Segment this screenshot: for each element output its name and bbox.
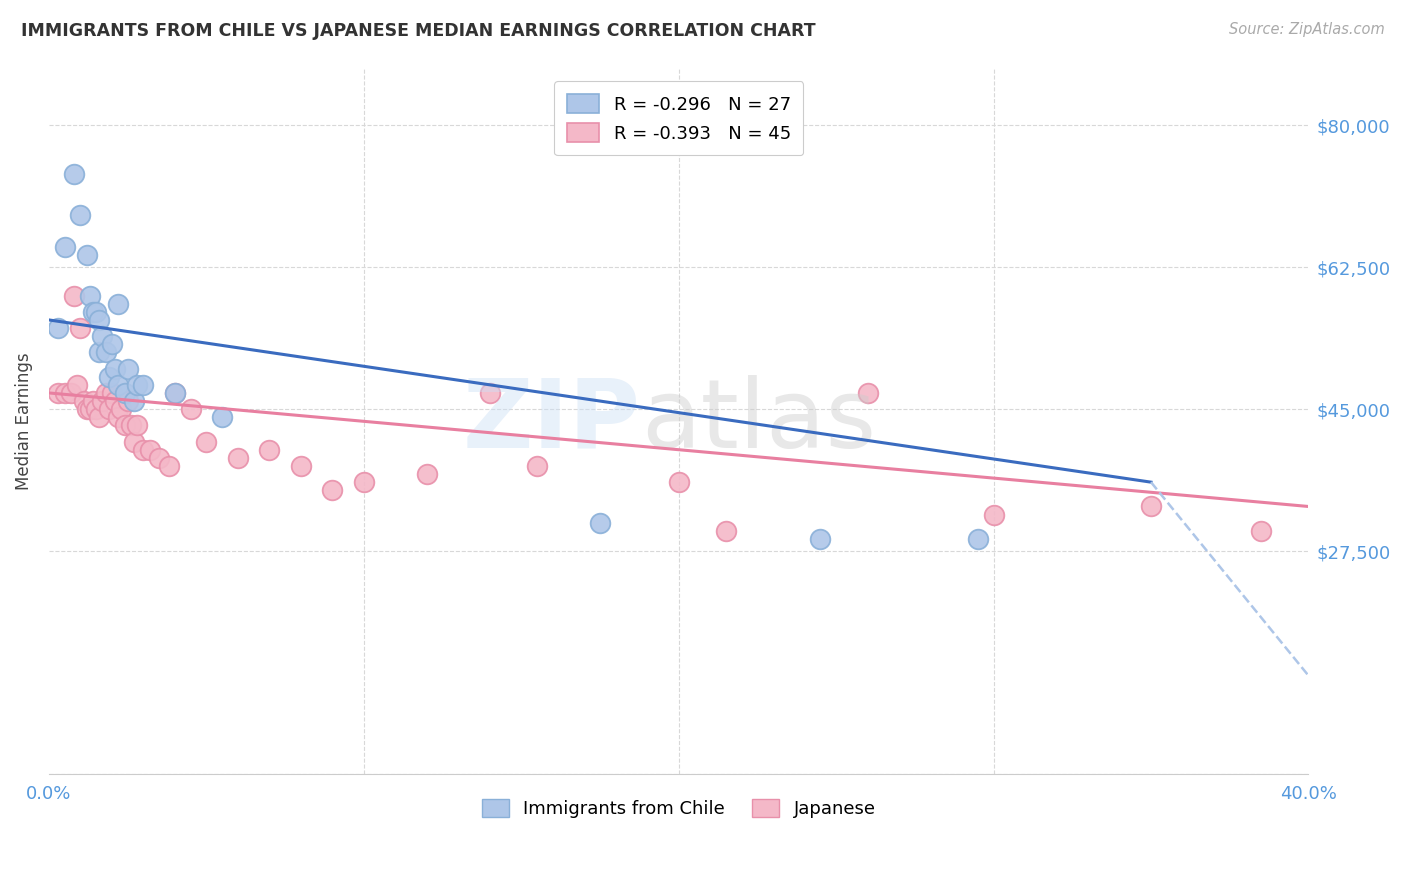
Point	[104, 361, 127, 376]
Point	[89, 345, 111, 359]
Text: ZIP: ZIP	[463, 375, 641, 467]
Point	[76, 248, 98, 262]
Point	[94, 386, 117, 401]
Point	[714, 524, 737, 538]
Point	[89, 313, 111, 327]
Point	[127, 377, 149, 392]
Point	[76, 402, 98, 417]
Point	[60, 386, 83, 401]
Point	[117, 361, 139, 376]
Point	[63, 288, 86, 302]
Point	[478, 386, 501, 401]
Point	[84, 305, 107, 319]
Legend: Immigrants from Chile, Japanese: Immigrants from Chile, Japanese	[475, 791, 883, 825]
Text: IMMIGRANTS FROM CHILE VS JAPANESE MEDIAN EARNINGS CORRELATION CHART: IMMIGRANTS FROM CHILE VS JAPANESE MEDIAN…	[21, 22, 815, 40]
Point	[122, 394, 145, 409]
Point	[259, 442, 281, 457]
Point	[1250, 524, 1272, 538]
Point	[104, 394, 127, 409]
Point	[163, 386, 186, 401]
Point	[526, 458, 548, 473]
Point	[416, 467, 439, 481]
Point	[91, 394, 114, 409]
Point	[53, 386, 76, 401]
Point	[668, 475, 690, 490]
Point	[983, 508, 1005, 522]
Point	[82, 305, 104, 319]
Point	[226, 450, 249, 465]
Point	[114, 418, 136, 433]
Point	[97, 369, 120, 384]
Point	[69, 321, 91, 335]
Text: atlas: atlas	[641, 375, 876, 467]
Point	[107, 410, 129, 425]
Point	[589, 516, 612, 530]
Point	[97, 402, 120, 417]
Point	[157, 458, 180, 473]
Point	[321, 483, 343, 498]
Point	[290, 458, 312, 473]
Point	[163, 386, 186, 401]
Point	[1140, 500, 1163, 514]
Point	[94, 345, 117, 359]
Point	[82, 394, 104, 409]
Point	[966, 532, 988, 546]
Point	[101, 386, 124, 401]
Text: Source: ZipAtlas.com: Source: ZipAtlas.com	[1229, 22, 1385, 37]
Point	[180, 402, 202, 417]
Point	[122, 434, 145, 449]
Point	[84, 402, 107, 417]
Point	[132, 377, 155, 392]
Point	[117, 394, 139, 409]
Point	[66, 377, 89, 392]
Point	[91, 329, 114, 343]
Point	[211, 410, 233, 425]
Point	[127, 418, 149, 433]
Point	[353, 475, 375, 490]
Y-axis label: Median Earnings: Median Earnings	[15, 352, 32, 490]
Point	[101, 337, 124, 351]
Point	[72, 394, 94, 409]
Point	[63, 167, 86, 181]
Point	[195, 434, 218, 449]
Point	[79, 402, 101, 417]
Point	[110, 402, 132, 417]
Point	[107, 377, 129, 392]
Point	[89, 410, 111, 425]
Point	[808, 532, 831, 546]
Point	[114, 386, 136, 401]
Point	[79, 288, 101, 302]
Point	[132, 442, 155, 457]
Point	[69, 207, 91, 221]
Point	[107, 296, 129, 310]
Point	[148, 450, 170, 465]
Point	[53, 240, 76, 254]
Point	[856, 386, 879, 401]
Point	[48, 386, 70, 401]
Point	[120, 418, 142, 433]
Point	[48, 321, 70, 335]
Point	[138, 442, 160, 457]
